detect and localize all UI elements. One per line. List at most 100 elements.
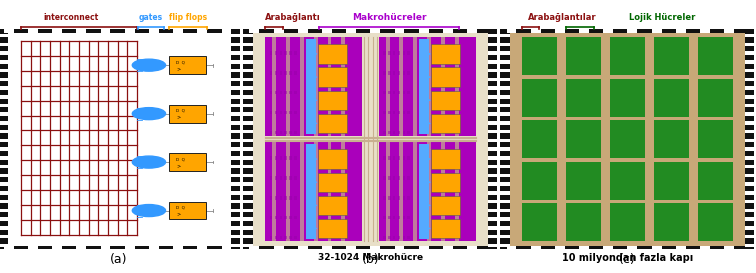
Bar	[231, 147, 240, 151]
Bar	[306, 39, 316, 134]
Bar	[294, 196, 296, 200]
Bar	[270, 111, 272, 114]
Bar	[388, 216, 391, 219]
Bar	[314, 142, 318, 241]
Bar	[383, 71, 386, 75]
Bar	[488, 104, 497, 107]
Bar	[274, 156, 277, 160]
Bar	[125, 29, 135, 33]
Bar	[265, 37, 476, 241]
Bar	[231, 69, 240, 72]
Bar	[284, 71, 287, 75]
Text: >: >	[176, 115, 181, 120]
Bar	[388, 91, 391, 94]
Bar	[0, 43, 8, 46]
Bar	[488, 217, 497, 221]
Bar	[318, 44, 347, 64]
Bar	[500, 182, 510, 186]
Bar	[173, 29, 183, 33]
Bar	[403, 130, 405, 134]
Bar	[566, 162, 600, 200]
Bar	[467, 246, 477, 249]
Bar	[455, 37, 459, 136]
Bar	[149, 29, 159, 33]
Bar	[101, 29, 110, 33]
Bar	[700, 246, 710, 249]
Bar	[398, 71, 400, 75]
Bar	[745, 191, 754, 195]
Bar	[249, 29, 259, 33]
Bar	[231, 182, 240, 186]
Bar	[488, 165, 497, 168]
Bar	[274, 91, 277, 94]
Bar	[507, 29, 516, 33]
Bar	[249, 246, 259, 249]
Bar	[169, 153, 206, 171]
Bar	[407, 236, 410, 239]
Bar	[0, 217, 8, 221]
Bar	[403, 51, 405, 55]
Bar	[488, 156, 497, 160]
Bar	[431, 219, 460, 238]
Bar	[431, 173, 460, 192]
Bar	[500, 200, 510, 203]
Bar	[231, 60, 240, 64]
Bar	[280, 236, 282, 239]
Bar	[745, 244, 754, 247]
Bar	[531, 246, 541, 249]
Bar	[231, 121, 240, 125]
Bar	[290, 111, 292, 114]
Bar	[294, 176, 296, 180]
Bar	[610, 203, 645, 241]
Text: D  Q: D Q	[175, 61, 184, 64]
Bar	[500, 244, 510, 247]
Bar	[383, 51, 386, 55]
Text: >: >	[176, 66, 181, 71]
Bar	[243, 182, 253, 186]
Bar	[274, 216, 277, 219]
Bar	[566, 203, 600, 241]
Bar	[294, 130, 296, 134]
Bar	[655, 120, 689, 158]
Bar	[610, 120, 645, 158]
Bar	[280, 196, 282, 200]
Bar	[488, 147, 497, 151]
Bar	[318, 91, 347, 110]
Bar	[0, 139, 8, 142]
Bar	[488, 139, 497, 142]
Bar	[231, 34, 240, 37]
Bar	[280, 91, 282, 94]
Bar	[403, 176, 405, 180]
Bar	[393, 71, 395, 75]
Bar	[101, 246, 110, 249]
Bar	[383, 196, 386, 200]
Bar	[419, 246, 429, 249]
Bar	[265, 136, 476, 142]
Bar	[294, 51, 296, 55]
Text: Arabağlantılar: Arabağlantılar	[528, 13, 596, 22]
Bar	[294, 236, 296, 239]
Bar	[393, 176, 395, 180]
Bar	[300, 37, 304, 136]
Bar	[407, 51, 410, 55]
Bar	[243, 156, 253, 160]
Bar	[383, 91, 386, 94]
Text: D  Q: D Q	[175, 109, 184, 113]
Circle shape	[132, 156, 166, 168]
Bar	[488, 95, 497, 99]
Bar	[488, 60, 497, 64]
Bar	[522, 203, 556, 241]
Bar	[0, 156, 8, 160]
Bar	[488, 51, 497, 55]
Bar	[8, 33, 231, 246]
Bar	[370, 29, 380, 33]
Bar	[294, 71, 296, 75]
Bar	[488, 121, 497, 125]
Bar	[443, 29, 453, 33]
Bar	[231, 226, 240, 230]
Bar	[510, 33, 745, 246]
Bar	[284, 196, 287, 200]
Bar	[284, 236, 287, 239]
Bar	[522, 79, 556, 117]
Bar	[610, 37, 645, 75]
